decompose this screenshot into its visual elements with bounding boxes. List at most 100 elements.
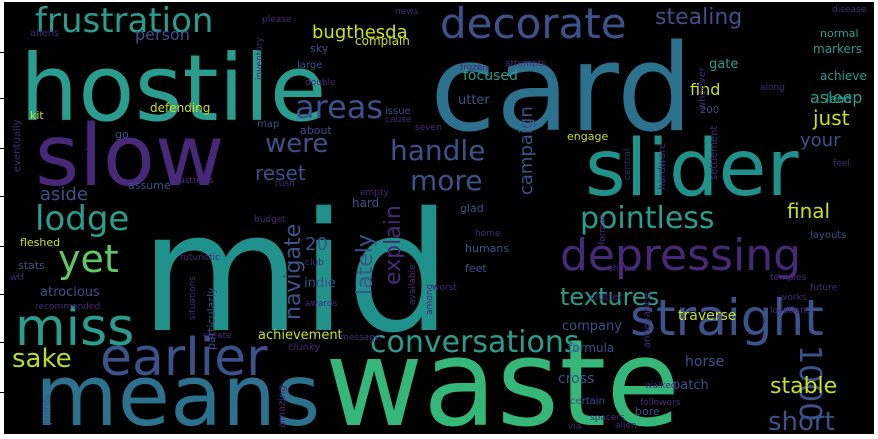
cloud-word-vastness: vastness [174, 176, 214, 186]
cloud-word-explain: explain [381, 205, 406, 285]
cloud-word-navigate: navigate [281, 224, 306, 320]
cloud-word-recommended: recommended [35, 302, 100, 312]
cloud-word-walked: walked [645, 381, 677, 391]
cloud-word-club: club [305, 258, 324, 268]
axis-tick [0, 246, 4, 247]
cloud-word-go: go [115, 128, 129, 141]
cloud-word-feet: feet [465, 262, 487, 275]
cloud-background [4, 2, 874, 434]
cloud-word-sake: sake [12, 344, 72, 374]
cloud-word-fleshed: fleshed [20, 236, 60, 249]
cloud-word-large: large [297, 60, 322, 71]
axis-tick [0, 52, 4, 53]
cloud-word-defending: defending [150, 101, 210, 115]
cloud-word-map: map [257, 119, 279, 130]
cloud-word-frozen: frozen [460, 63, 488, 73]
cloud-word-somehow: somehow [85, 132, 95, 175]
cloud-word-achievement: achievement [258, 328, 343, 343]
cloud-word-decorate: decorate [440, 0, 627, 48]
cloud-word-hard: hard [352, 196, 379, 210]
cloud-word-awards: awards [305, 299, 338, 309]
cloud-word-hostile: hostile [20, 35, 326, 142]
axis-tick [0, 392, 4, 393]
cloud-word-assume: assume [128, 179, 171, 192]
cloud-word-utter: utter [458, 93, 490, 108]
cloud-word-bore: bore [635, 405, 660, 418]
cloud-word-stats: stats [18, 259, 45, 272]
cloud-word-miss: miss [15, 298, 134, 358]
cloud-word-spacers: spacers [590, 413, 625, 423]
cloud-word-find: find [690, 80, 720, 99]
cloud-word-kit: kit [30, 109, 44, 122]
cloud-word-home: home [475, 229, 501, 239]
axis-tick [0, 98, 4, 99]
cloud-word-aside: aside [40, 184, 88, 205]
cloud-word-whoever: whoever [697, 66, 708, 110]
cloud-word-wtf: wtf [10, 273, 25, 283]
cloud-word-traverse: traverse [678, 308, 736, 324]
cloud-word-futuristic: futuristic [180, 253, 220, 263]
cloud-word-complain: complain [355, 34, 410, 48]
cloud-word-points: points [42, 394, 53, 425]
cloud-word-yet: yet [58, 237, 119, 281]
cloud-word-frustration: frustration [35, 1, 213, 41]
axis-tick [0, 148, 4, 149]
cloud-word-situations: situations [188, 276, 198, 320]
cloud-word-message: message [340, 333, 381, 343]
cloud-word-straight: straight [630, 289, 824, 347]
cloud-word-eventually: eventually [12, 119, 23, 172]
cloud-word-worst: worst [432, 283, 457, 293]
axis-tick [0, 294, 4, 295]
cloud-word-markers: markers [813, 42, 862, 56]
cloud-word-clunky: clunky [288, 342, 320, 353]
cloud-word-more: more [410, 164, 483, 197]
cloud-word-empty: empty [360, 188, 390, 198]
cloud-word-disease: disease [832, 5, 867, 15]
cloud-word-cross: cross [558, 371, 594, 387]
cloud-word-normal: normal [820, 27, 859, 40]
cloud-word-hardware: hardware [657, 143, 668, 190]
cloud-word-rush: rush [275, 179, 295, 189]
cloud-word-depressing: depressing [560, 230, 801, 281]
cloud-word-means: means [35, 347, 320, 439]
cloud-word-atrocious: atrocious [40, 285, 100, 300]
cloud-word-about: about [300, 124, 332, 137]
cloud-word-issue: issue [385, 106, 411, 117]
cloud-word-available: available [408, 264, 418, 305]
cloud-word-layouts: layouts [810, 230, 846, 241]
cloud-word-locations: locations [770, 306, 811, 316]
cloud-word-200: 200 [700, 105, 719, 116]
cloud-word-stealing: stealing [655, 5, 742, 30]
cloud-word-earlier: earlier [100, 328, 268, 388]
cloud-word-pointless: pointless [580, 201, 715, 236]
cloud-word-areas: areas [295, 88, 383, 126]
cloud-word-news: news [395, 7, 419, 17]
cloud-word-future: future [810, 283, 838, 293]
cloud-word-horse: horse [685, 354, 724, 370]
cloud-word-engage: engage [567, 130, 608, 143]
cloud-word-mid: mid [140, 177, 451, 369]
cloud-word-settlement: settlement [709, 126, 720, 180]
cloud-word-campaign: campaign [516, 106, 537, 195]
cloud-word-clutter: clutter [590, 292, 624, 303]
cloud-word-humans: humans [465, 242, 509, 255]
cloud-word-glad: glad [460, 202, 484, 215]
cloud-word-via: via [568, 422, 581, 432]
cloud-word-1000: 1000 [792, 345, 827, 421]
cloud-word-shows: shows [608, 264, 636, 274]
cloud-word-final: final [787, 199, 830, 223]
cloud-word-patch: patch [672, 378, 709, 393]
cloud-word-just: just [812, 106, 850, 130]
cloud-word-lead: lead [826, 92, 852, 106]
cloud-word-followers: followers [640, 398, 681, 408]
cloud-word-reset: reset [255, 161, 306, 185]
cloud-word-format: format [598, 215, 608, 245]
cloud-word-temples: temples [770, 273, 807, 283]
cloud-word-among: among [425, 284, 435, 315]
cloud-word-formula: formula [568, 341, 614, 355]
cloud-word-feel: feel [833, 159, 850, 169]
cloud-word-double: double [305, 78, 336, 88]
cloud-word-slider: slider [585, 124, 799, 214]
cloud-word-aliens: aliens [30, 28, 59, 39]
